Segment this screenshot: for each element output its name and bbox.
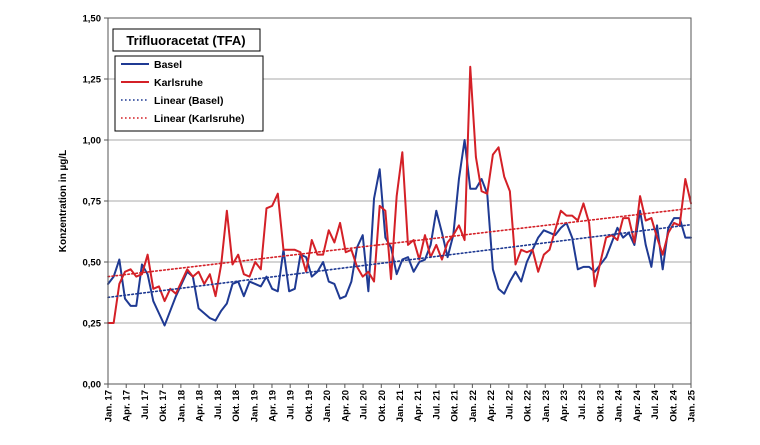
y-tick-label: 0,00: [83, 380, 102, 391]
x-tick-label: Jan. 19: [249, 390, 260, 422]
x-tick-label: Jan. 22: [468, 390, 479, 422]
x-tick-label: Jan. 17: [104, 390, 115, 422]
x-tick-label: Apr. 19: [267, 390, 278, 422]
x-tick-label: Okt. 18: [231, 390, 242, 422]
x-tick-label: Jul. 18: [213, 390, 224, 420]
series-karlsruhe-line: [107, 65, 692, 324]
x-tick-label: Jul. 19: [286, 390, 297, 420]
legend-label: Linear (Basel): [154, 95, 223, 107]
title-box: Trifluoracetat (TFA): [112, 28, 261, 52]
series-group: [107, 65, 692, 327]
x-tick-label: Jan. 20: [322, 390, 333, 422]
x-tick-label: Apr. 23: [559, 390, 570, 422]
x-tick-label: Okt. 17: [158, 390, 169, 422]
chart-title: Trifluoracetat (TFA): [126, 33, 245, 48]
y-tick-label: 1,00: [83, 136, 102, 147]
y-axis-ticks: 0,00 0,25 0,50 0,75 1,00 1,25 1,50: [83, 14, 108, 391]
y-tick-label: 0,75: [83, 197, 102, 208]
plot-border: [107, 17, 692, 385]
x-tick-label: Okt. 20: [377, 390, 388, 422]
x-tick-label: Jan. 24: [614, 389, 625, 422]
x-tick-label: Okt. 19: [304, 390, 315, 422]
y-tick-label: 1,25: [83, 75, 102, 86]
series-linear-karlsruhe-line: [107, 207, 692, 278]
y-tick-label: 0,50: [83, 258, 102, 269]
x-axis-ticks: Jan. 17 Apr. 17 Jul. 17 Okt. 17 Jan. 18 Apr. …: [104, 384, 698, 422]
x-tick-label: Jan. 25: [687, 389, 698, 422]
x-tick-label: Apr. 24: [632, 389, 643, 421]
series-linear-basel-line: [107, 223, 692, 299]
x-tick-label: Jul. 17: [140, 390, 151, 420]
x-tick-label: Jul. 23: [577, 390, 588, 420]
x-tick-label: Apr. 22: [486, 390, 497, 422]
x-tick-label: Apr. 21: [413, 389, 424, 421]
x-tick-label: Okt. 21: [450, 389, 461, 421]
legend-box: [114, 55, 264, 132]
y-tick-label: 0,25: [83, 319, 102, 330]
x-tick-label: Okt. 24: [668, 389, 679, 421]
y-axis-label: Konzentration in µg/L: [58, 150, 69, 252]
x-tick-label: Okt. 22: [523, 390, 534, 422]
x-tick-label: Okt. 23: [595, 390, 606, 422]
x-tick-label: Apr. 17: [122, 390, 133, 422]
x-tick-label: Jan. 21: [395, 389, 406, 422]
x-tick-label: Apr. 20: [340, 390, 351, 422]
x-tick-label: Jul. 21: [431, 389, 442, 419]
legend: Basel Karlsruhe Linear (Basel) Linear (Karl…: [114, 55, 264, 132]
x-tick-label: Jan. 18: [176, 390, 187, 422]
y-tick-label: 1,50: [83, 14, 102, 25]
x-tick-label: Apr. 18: [195, 390, 206, 422]
legend-label: Linear (Karlsruhe): [154, 113, 244, 125]
x-tick-label: Jul. 22: [504, 390, 515, 420]
x-tick-label: Jul. 24: [650, 389, 661, 419]
legend-label: Karlsruhe: [154, 77, 203, 89]
x-tick-label: Jan. 23: [541, 390, 552, 422]
x-tick-label: Jul. 20: [359, 390, 370, 420]
legend-label: Basel: [154, 59, 182, 71]
